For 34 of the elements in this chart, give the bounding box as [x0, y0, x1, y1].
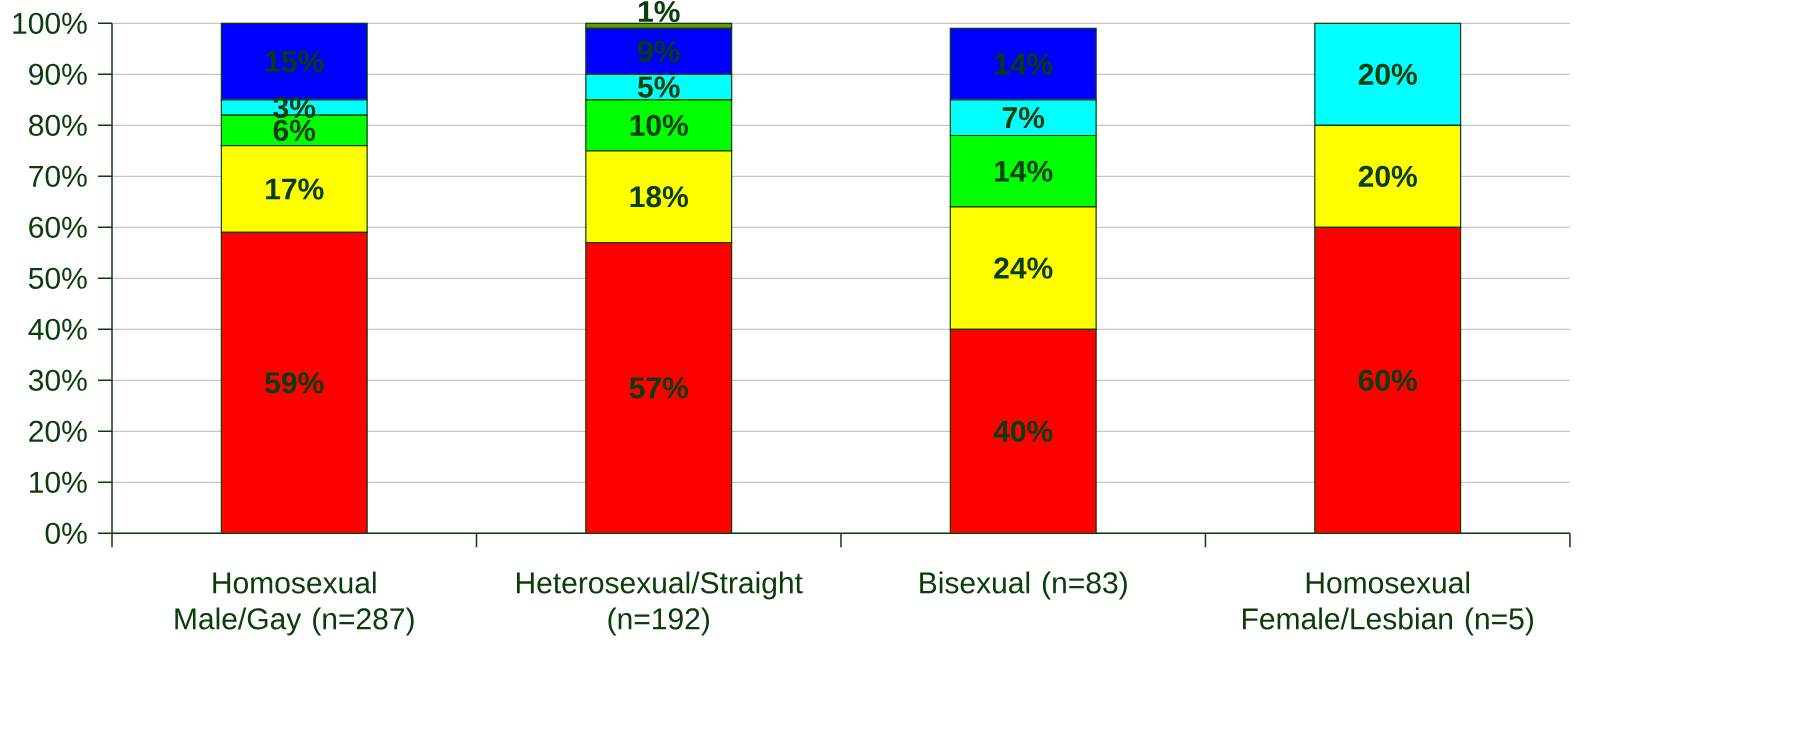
data-label: 59% [265, 372, 324, 394]
y-tick-label: 50% [28, 267, 87, 289]
data-label: 17% [266, 178, 324, 200]
data-label: 6% [273, 119, 316, 141]
data-label: 14% [995, 160, 1053, 182]
data-label: 9% [638, 40, 680, 62]
data-label: 20% [1358, 165, 1417, 187]
x-tick-label: Bisexual (n=83) [920, 571, 1127, 600]
x-tick-label: Homosexual Female/Lesbian (n=5) [1243, 571, 1533, 636]
data-label: 10% [630, 114, 688, 136]
data-label: 57% [629, 377, 688, 399]
y-tick-label: 60% [29, 216, 87, 238]
y-tick-label: 70% [29, 165, 87, 187]
data-label: 5% [637, 76, 680, 98]
data-label: 15% [266, 50, 324, 72]
data-label: 60% [1358, 369, 1417, 391]
y-tick-label: 20% [29, 420, 87, 442]
data-label: 3% [273, 96, 316, 118]
y-tick-label: 30% [28, 369, 87, 391]
y-tick-label: 40% [28, 318, 87, 340]
x-tick-label: Heterosexual/Straight (n=192) [516, 571, 803, 636]
y-tick-label: 10% [30, 471, 87, 493]
y-tick-label: 80% [29, 114, 87, 136]
data-label: 14% [995, 53, 1053, 75]
x-tick-label: Homosexual Male/Gay (n=287) [175, 571, 414, 636]
data-label: 7% [1002, 106, 1045, 129]
y-tick-label: 90% [29, 63, 87, 85]
data-label: 40% [993, 420, 1053, 442]
data-label: 1% [638, 0, 680, 22]
data-label: 20% [1358, 63, 1417, 85]
data-label: 24% [994, 257, 1053, 279]
data-label: 18% [630, 185, 688, 208]
y-tick-label: 100% [13, 12, 87, 34]
y-tick-label: 0% [45, 522, 87, 544]
